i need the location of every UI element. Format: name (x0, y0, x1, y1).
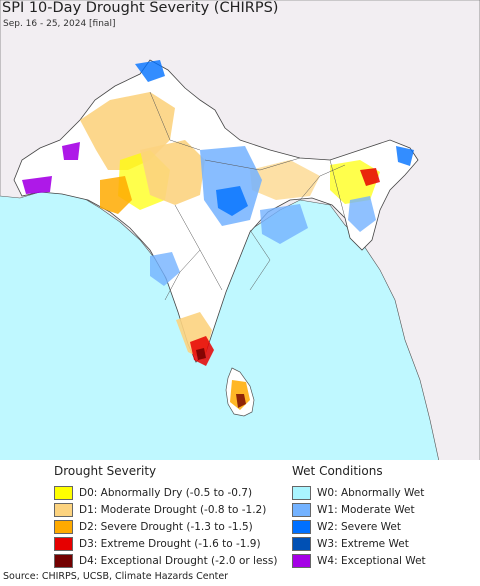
legend-item-d4: D4: Exceptional Drought (-2.0 or less) (54, 552, 277, 569)
legend-item-w1: W1: Moderate Wet (292, 501, 426, 518)
d4-patch-tamilnadu (196, 348, 206, 360)
wet-legend: Wet Conditions W0: Abnormally Wet W1: Mo… (292, 464, 426, 569)
legend-label-w0: W0: Abnormally Wet (317, 486, 425, 499)
state-borders (149, 91, 346, 301)
w1-patch-east (260, 204, 308, 244)
w1-patch-west (150, 252, 180, 286)
drought-map (0, 0, 480, 466)
swatch-w3 (292, 536, 311, 551)
swatch-d1 (54, 502, 73, 517)
source-credit: Source: CHIRPS, UCSB, Climate Hazards Ce… (3, 571, 229, 582)
legend-label-d1: D1: Moderate Drought (-0.8 to -1.2) (79, 503, 267, 516)
legend-label-w2: W2: Severe Wet (317, 520, 401, 533)
legend-label-w3: W3: Extreme Wet (317, 537, 409, 550)
legend-item-d1: D1: Moderate Drought (-0.8 to -1.2) (54, 501, 277, 518)
map-subtitle: Sep. 16 - 25, 2024 [final] (3, 19, 116, 29)
legend-item-w4: W4: Exceptional Wet (292, 552, 426, 569)
w4-patch-pakistan (62, 142, 80, 160)
legend-item-w2: W2: Severe Wet (292, 518, 426, 535)
legend-label-w1: W1: Moderate Wet (317, 503, 415, 516)
d3-patch-northeast (360, 168, 380, 186)
d2-patch-gujarat (100, 176, 132, 214)
wet-legend-heading: Wet Conditions (292, 464, 383, 478)
w4-patch-coast (22, 176, 52, 194)
legend-item-w3: W3: Extreme Wet (292, 535, 426, 552)
swatch-w1 (292, 502, 311, 517)
swatch-d4 (54, 553, 73, 568)
swatch-w2 (292, 519, 311, 534)
swatch-w4 (292, 553, 311, 568)
legend-label-d4: D4: Exceptional Drought (-2.0 or less) (79, 554, 278, 567)
d1-patch-rajasthan (140, 140, 205, 205)
legend-label-w4: W4: Exceptional Wet (317, 554, 426, 567)
legend-item-d2: D2: Severe Drought (-1.3 to -1.5) (54, 518, 277, 535)
swatch-d3 (54, 536, 73, 551)
map-title: SPI 10-Day Drought Severity (CHIRPS) (2, 0, 279, 16)
legend-item-w0: W0: Abnormally Wet (292, 484, 426, 501)
drought-legend-heading: Drought Severity (54, 464, 157, 478)
d4-patch-srilanka (236, 394, 246, 408)
legend-label-d2: D2: Severe Drought (-1.3 to -1.5) (79, 520, 253, 533)
d0-patch-central (250, 160, 320, 200)
legend-label-d3: D3: Extreme Drought (-1.6 to -1.9) (79, 537, 261, 550)
w2-patch-northeast (396, 146, 414, 166)
swatch-d2 (54, 519, 73, 534)
w1-patch-bangladesh (348, 196, 376, 232)
drought-legend: Drought Severity D0: Abnormally Dry (-0.… (54, 464, 277, 569)
legend-item-d0: D0: Abnormally Dry (-0.5 to -0.7) (54, 484, 277, 501)
w2-patch-north (135, 60, 165, 82)
legend: Drought Severity D0: Abnormally Dry (-0.… (0, 460, 480, 568)
w2-patch-central-india (216, 186, 248, 216)
legend-label-d0: D0: Abnormally Dry (-0.5 to -0.7) (79, 486, 253, 499)
legend-item-d3: D3: Extreme Drought (-1.6 to -1.9) (54, 535, 277, 552)
swatch-w0 (292, 485, 311, 500)
swatch-d0 (54, 485, 73, 500)
